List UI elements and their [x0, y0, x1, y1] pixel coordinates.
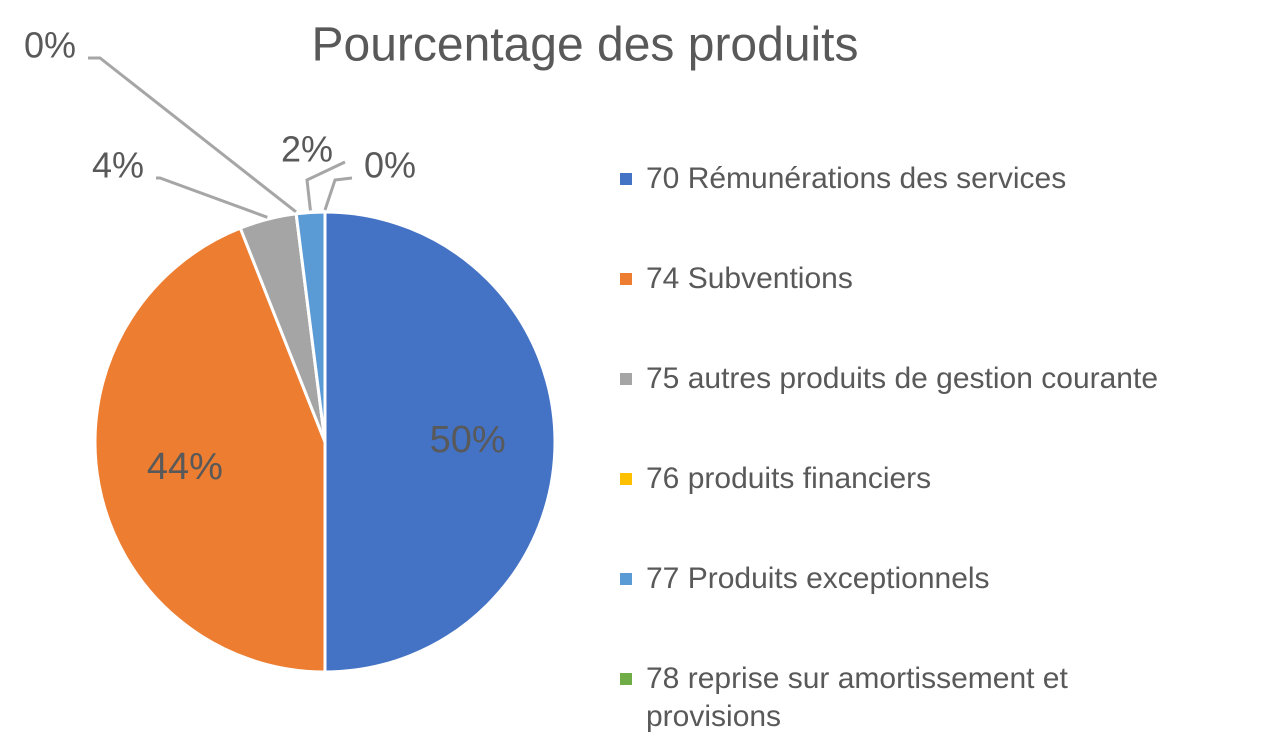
pie-slice — [93, 226, 327, 674]
legend-label: 75 autres produits de gestion courante — [646, 362, 1159, 395]
data-label: 50% — [430, 419, 506, 461]
chart-title: Pourcentage des produits — [311, 19, 858, 72]
legend-item: 75 autres produits de gestion courante — [620, 360, 1158, 398]
legend-label: 70 Rémunérations des services — [646, 162, 1067, 195]
pie-slice — [323, 210, 557, 674]
legend-item: 74 Subventions — [620, 260, 853, 298]
legend-label: 74 Subventions — [646, 262, 853, 295]
leader-line — [156, 176, 268, 219]
legend-swatch — [620, 673, 632, 685]
legend-swatch — [620, 573, 632, 585]
legend-swatch — [620, 273, 632, 285]
legend-item: 77 Produits exceptionnels — [620, 560, 990, 598]
leader-line — [323, 176, 353, 211]
legend-swatch — [620, 473, 632, 485]
legend-item: 78 reprise sur amortissement et provisio… — [620, 660, 1166, 736]
legend-swatch — [620, 173, 632, 185]
data-label: 44% — [147, 446, 223, 488]
legend-swatch — [620, 373, 632, 385]
leader-line — [88, 56, 297, 214]
leader-line — [305, 160, 346, 211]
legend-label: 76 produits financiers — [646, 462, 932, 495]
legend-label: 77 Produits exceptionnels — [646, 562, 990, 595]
data-label: 0% — [24, 25, 76, 66]
legend-label: 78 reprise sur amortissement et provisio… — [646, 662, 1068, 733]
legend-item: 70 Rémunérations des services — [620, 160, 1066, 198]
data-label: 0% — [364, 145, 416, 186]
data-label: 4% — [92, 145, 144, 186]
data-label: 2% — [281, 129, 333, 170]
legend-item: 76 produits financiers — [620, 460, 931, 498]
